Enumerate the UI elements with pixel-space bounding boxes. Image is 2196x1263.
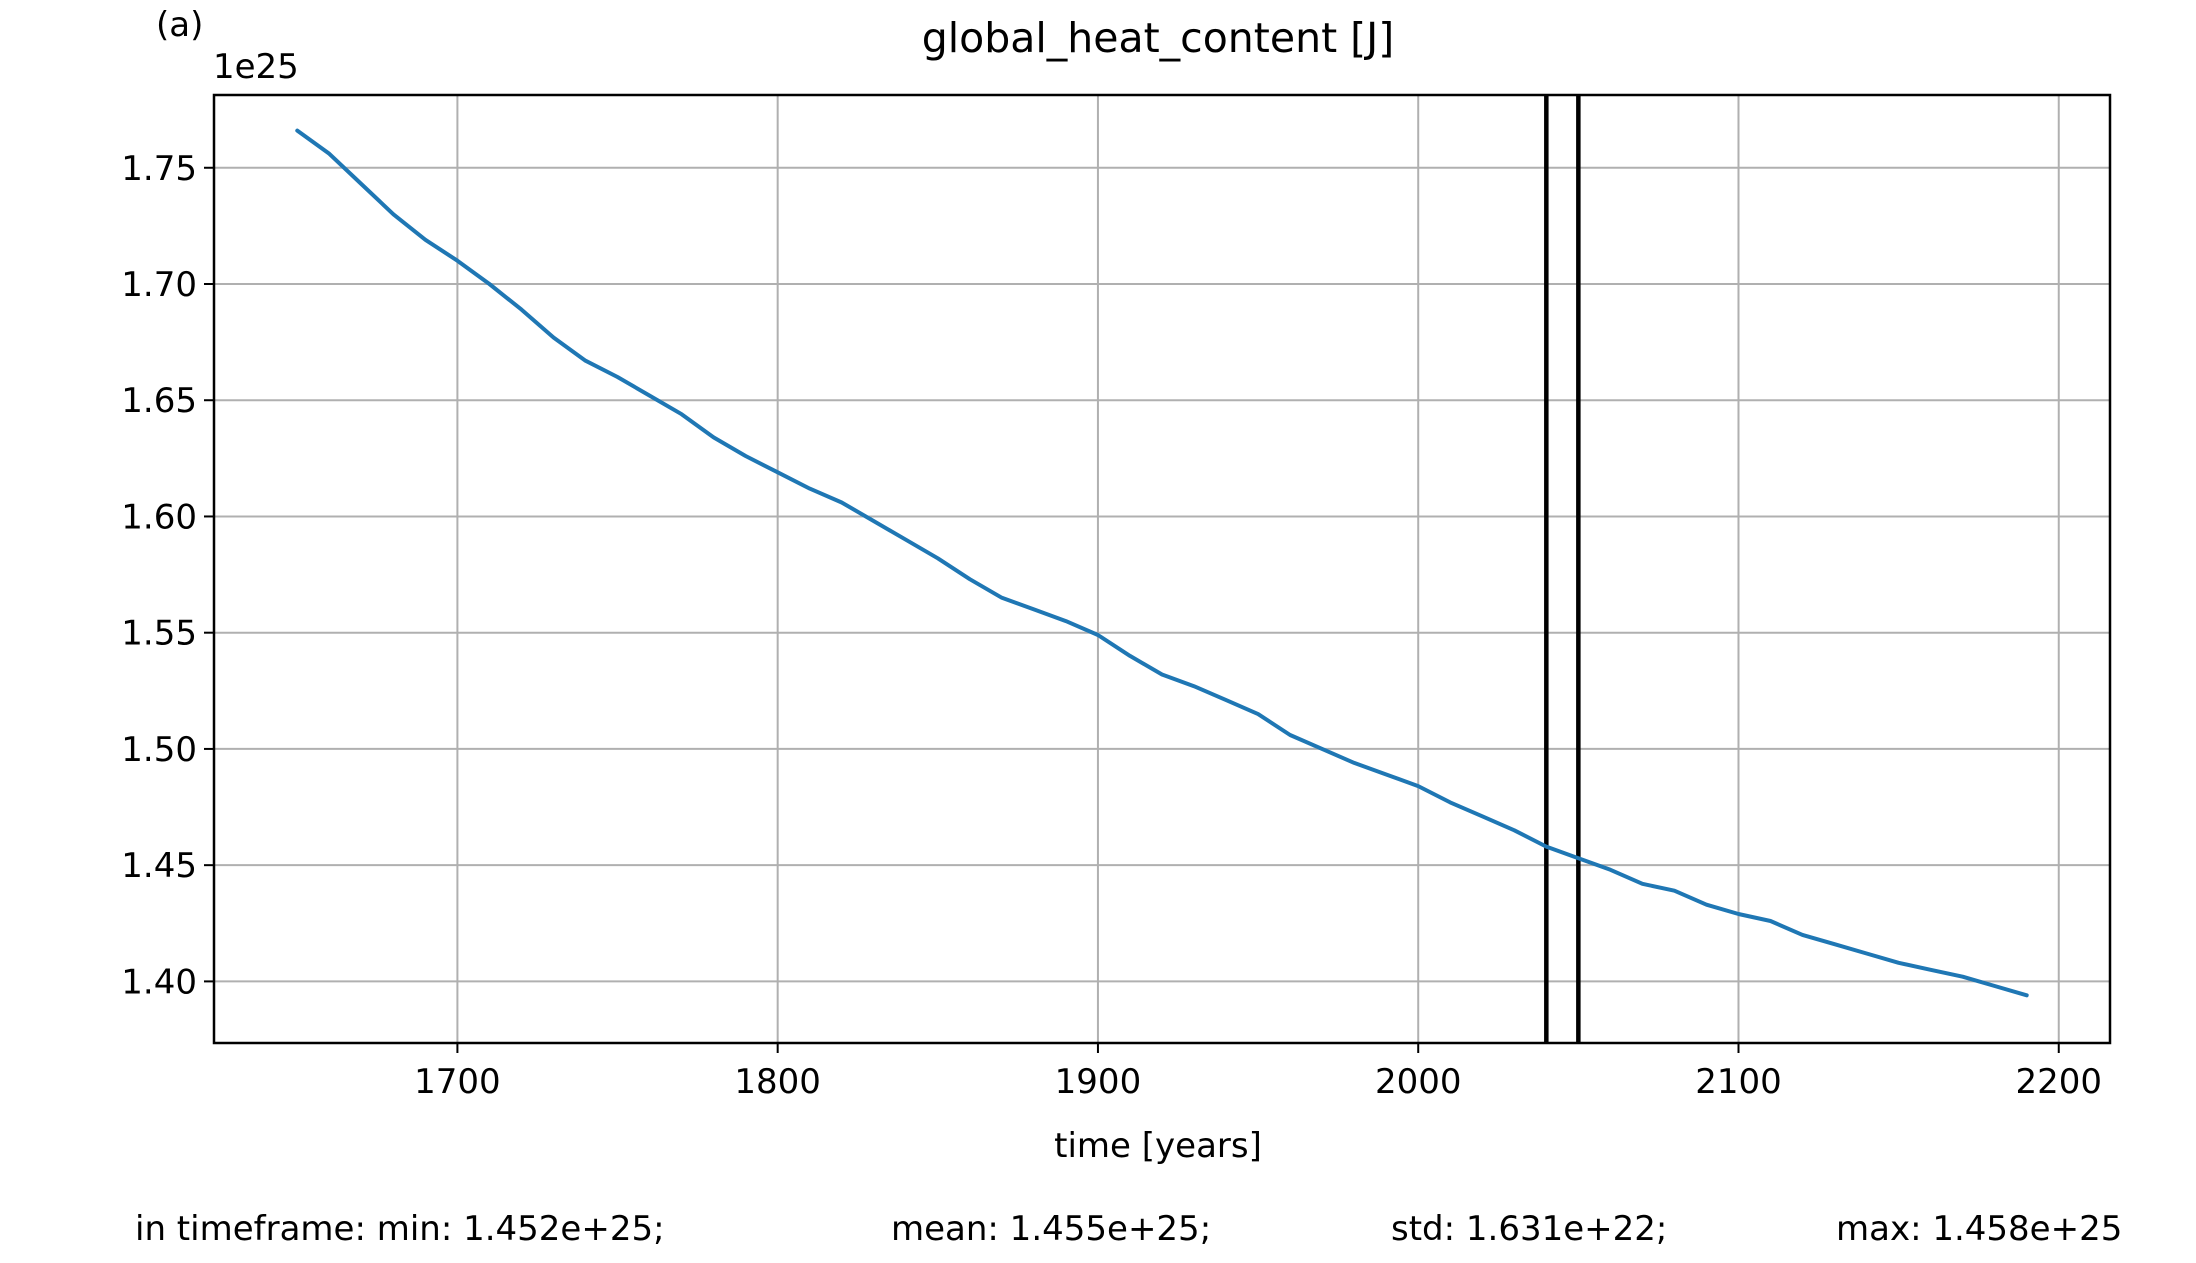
axes-frame bbox=[212, 93, 2112, 1045]
x-tick-label: 1800 bbox=[734, 1062, 821, 1102]
y-tick-label: 1.50 bbox=[121, 730, 197, 770]
x-tick-label: 1900 bbox=[1055, 1062, 1142, 1102]
x-tick-label: 1700 bbox=[414, 1062, 501, 1102]
y-tick-label: 1.75 bbox=[121, 149, 197, 189]
series-layer bbox=[295, 128, 2029, 998]
y-tick-label: 1.40 bbox=[121, 962, 197, 1002]
x-tick-label: 2100 bbox=[1695, 1062, 1782, 1102]
x-axis-label: time [years] bbox=[1054, 1126, 1262, 1166]
vertical-lines bbox=[1544, 95, 1581, 1043]
x-tick-label: 2000 bbox=[1375, 1062, 1462, 1102]
grid bbox=[214, 95, 2110, 1043]
y-offset-label: 1e25 bbox=[213, 47, 299, 87]
y-tick-label: 1.65 bbox=[121, 381, 197, 421]
stats-max: max: 1.458e+25 bbox=[1836, 1209, 2122, 1249]
series-line bbox=[295, 128, 2029, 998]
chart-title: global_heat_content [J] bbox=[922, 14, 1395, 62]
y-ticks: 1.40 1.45 1.50 1.55 1.60 1.65 1.70 1.75 bbox=[121, 149, 214, 1002]
stats-min: in timeframe: min: 1.452e+25; bbox=[135, 1209, 665, 1249]
y-tick-label: 1.55 bbox=[121, 614, 197, 654]
panel-label: (a) bbox=[156, 5, 203, 45]
y-tick-label: 1.45 bbox=[121, 846, 197, 886]
x-tick-label: 2200 bbox=[2015, 1062, 2102, 1102]
stats-mean: mean: 1.455e+25; bbox=[891, 1209, 1211, 1249]
stats-std: std: 1.631e+22; bbox=[1391, 1209, 1667, 1249]
y-tick-label: 1.60 bbox=[121, 497, 197, 537]
x-ticks: 1700 1800 1900 2000 2100 2200 bbox=[414, 1043, 2102, 1102]
y-tick-label: 1.70 bbox=[121, 265, 197, 305]
